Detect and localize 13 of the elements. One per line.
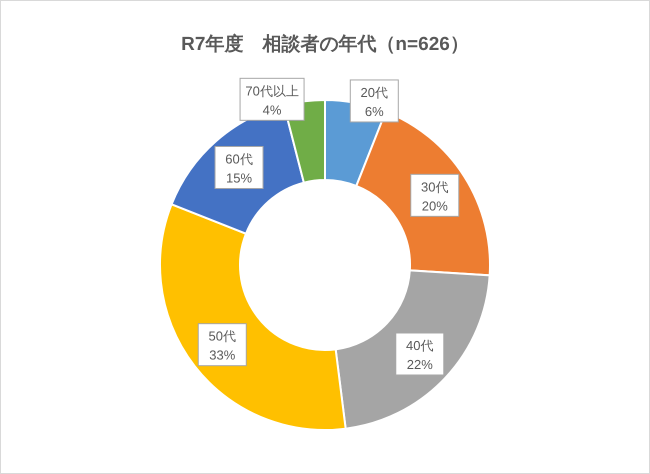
slice-label: 40代 bbox=[406, 338, 434, 353]
data-label: 33% bbox=[209, 348, 236, 363]
slice-label: 30代 bbox=[421, 179, 448, 194]
data-label: 6% bbox=[364, 104, 384, 119]
data-label: 20% bbox=[422, 198, 448, 214]
slice-label: 70代以上 bbox=[245, 83, 299, 98]
data-label: 4% bbox=[262, 102, 282, 118]
chart-title: R7年度 相談者の年代（n=626） bbox=[181, 33, 469, 55]
data-label: 15% bbox=[226, 170, 252, 186]
data-label: 22% bbox=[406, 356, 434, 372]
slice-label: 50代 bbox=[208, 328, 236, 344]
slice-label: 20代 bbox=[360, 84, 388, 100]
slice-label: 60代 bbox=[225, 151, 253, 166]
